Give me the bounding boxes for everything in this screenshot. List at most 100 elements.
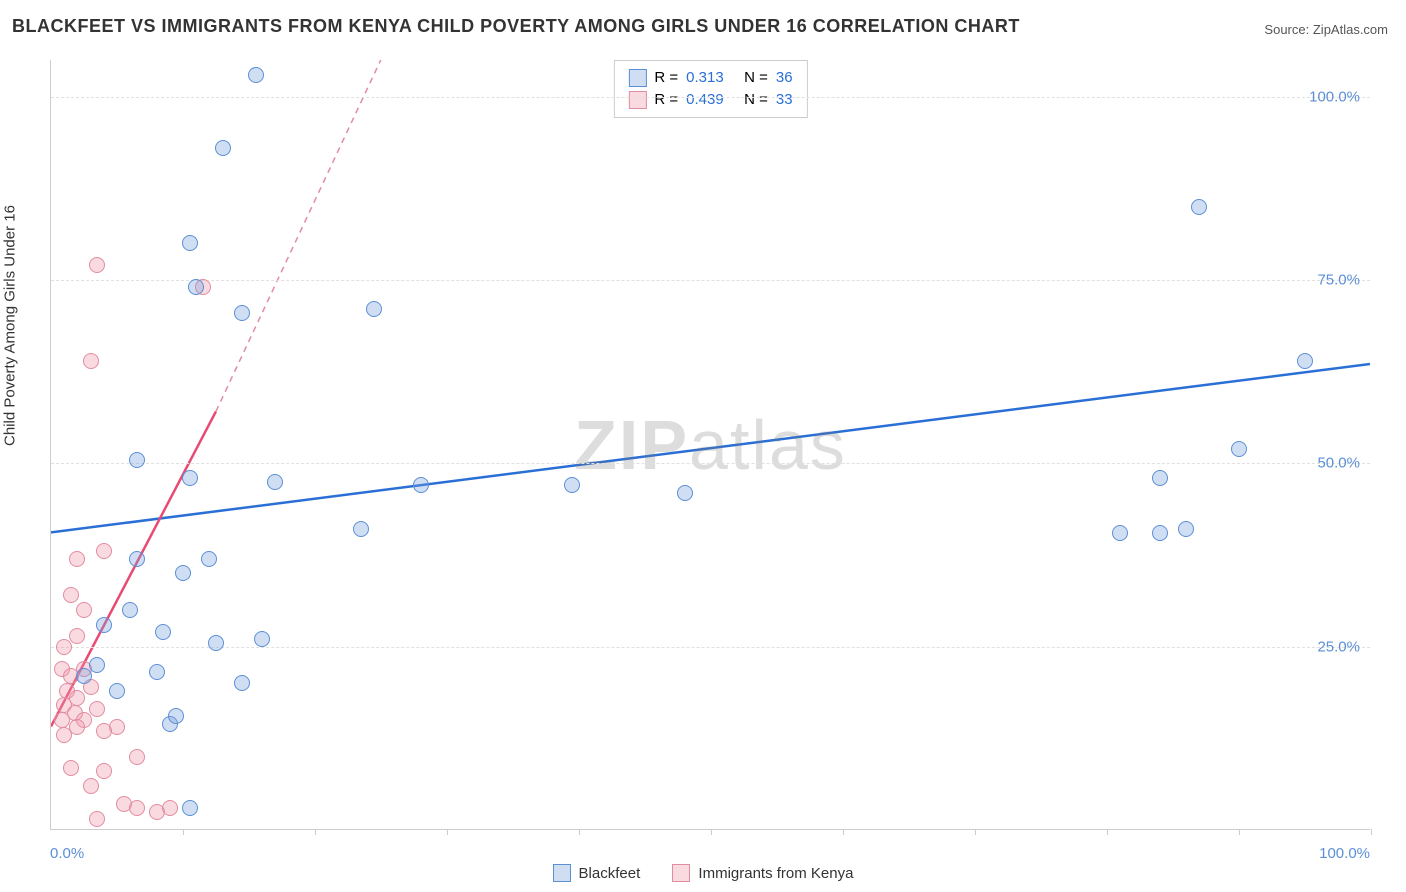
data-point-blackfeet xyxy=(96,617,112,633)
swatch-blackfeet xyxy=(628,69,646,87)
data-point-kenya xyxy=(83,778,99,794)
x-tick xyxy=(183,829,184,835)
data-point-blackfeet xyxy=(1231,441,1247,457)
data-point-blackfeet xyxy=(182,470,198,486)
chart-title: BLACKFEET VS IMMIGRANTS FROM KENYA CHILD… xyxy=(12,16,1020,37)
data-point-blackfeet xyxy=(1152,525,1168,541)
y-tick-label: 100.0% xyxy=(1309,88,1360,105)
data-point-blackfeet xyxy=(129,551,145,567)
data-point-kenya xyxy=(56,639,72,655)
watermark: ZIPatlas xyxy=(574,405,847,485)
x-tick xyxy=(843,829,844,835)
data-point-kenya xyxy=(96,763,112,779)
swatch-kenya xyxy=(628,91,646,109)
plot-area: ZIPatlas R = 0.313 N = 36 R = 0.439 N = … xyxy=(50,60,1370,830)
x-tick xyxy=(1239,829,1240,835)
data-point-blackfeet xyxy=(677,485,693,501)
data-point-blackfeet xyxy=(109,683,125,699)
r-value-kenya: 0.439 xyxy=(686,89,736,111)
data-point-kenya xyxy=(63,587,79,603)
data-point-blackfeet xyxy=(182,235,198,251)
data-point-kenya xyxy=(63,760,79,776)
x-tick xyxy=(315,829,316,835)
n-label: N = xyxy=(744,89,768,111)
data-point-blackfeet xyxy=(564,477,580,493)
data-point-kenya xyxy=(129,749,145,765)
data-point-blackfeet xyxy=(234,305,250,321)
data-point-blackfeet xyxy=(1152,470,1168,486)
legend-item-kenya: Immigrants from Kenya xyxy=(672,864,853,882)
series-legend: Blackfeet Immigrants from Kenya xyxy=(0,864,1406,886)
data-point-blackfeet xyxy=(215,140,231,156)
source-label: Source: ZipAtlas.com xyxy=(1264,22,1388,37)
data-point-blackfeet xyxy=(175,565,191,581)
gridline xyxy=(51,280,1370,281)
data-point-kenya xyxy=(69,551,85,567)
x-tick xyxy=(579,829,580,835)
x-tick xyxy=(1107,829,1108,835)
x-tick xyxy=(1371,829,1372,835)
x-tick xyxy=(975,829,976,835)
x-tick-min: 0.0% xyxy=(50,845,84,862)
n-value-kenya: 33 xyxy=(776,89,793,111)
data-point-blackfeet xyxy=(234,675,250,691)
data-point-kenya xyxy=(83,353,99,369)
legend-label-blackfeet: Blackfeet xyxy=(579,865,641,882)
y-tick-label: 75.0% xyxy=(1317,272,1360,289)
x-tick xyxy=(711,829,712,835)
x-tick xyxy=(447,829,448,835)
data-point-blackfeet xyxy=(201,551,217,567)
data-point-blackfeet xyxy=(413,477,429,493)
data-point-kenya xyxy=(69,628,85,644)
data-point-kenya xyxy=(69,719,85,735)
data-point-blackfeet xyxy=(168,708,184,724)
data-point-kenya xyxy=(89,257,105,273)
data-point-blackfeet xyxy=(366,301,382,317)
data-point-kenya xyxy=(89,811,105,827)
source-name: ZipAtlas.com xyxy=(1313,22,1388,37)
data-point-blackfeet xyxy=(122,602,138,618)
data-point-blackfeet xyxy=(208,635,224,651)
data-point-blackfeet xyxy=(1178,521,1194,537)
data-point-blackfeet xyxy=(248,67,264,83)
data-point-kenya xyxy=(54,712,70,728)
data-point-blackfeet xyxy=(353,521,369,537)
watermark-bold: ZIP xyxy=(574,406,689,484)
data-point-blackfeet xyxy=(149,664,165,680)
data-point-kenya xyxy=(109,719,125,735)
data-point-blackfeet xyxy=(1297,353,1313,369)
n-label: N = xyxy=(744,67,768,89)
y-tick-label: 50.0% xyxy=(1317,455,1360,472)
r-label: R = xyxy=(654,67,678,89)
data-point-blackfeet xyxy=(129,452,145,468)
gridline xyxy=(51,647,1370,648)
gridline xyxy=(51,463,1370,464)
gridline xyxy=(51,97,1370,98)
legend-label-kenya: Immigrants from Kenya xyxy=(698,865,853,882)
data-point-blackfeet xyxy=(89,657,105,673)
swatch-blackfeet-bottom xyxy=(553,864,571,882)
x-tick-max: 100.0% xyxy=(1319,845,1370,862)
data-point-kenya xyxy=(76,602,92,618)
data-point-kenya xyxy=(129,800,145,816)
data-point-blackfeet xyxy=(267,474,283,490)
data-point-kenya xyxy=(162,800,178,816)
data-point-blackfeet xyxy=(155,624,171,640)
data-point-blackfeet xyxy=(1112,525,1128,541)
legend-row-blackfeet: R = 0.313 N = 36 xyxy=(628,67,792,89)
correlation-legend: R = 0.313 N = 36 R = 0.439 N = 33 xyxy=(613,60,807,118)
y-tick-label: 25.0% xyxy=(1317,638,1360,655)
watermark-rest: atlas xyxy=(689,406,847,484)
data-point-kenya xyxy=(89,701,105,717)
data-point-blackfeet xyxy=(254,631,270,647)
n-value-blackfeet: 36 xyxy=(776,67,793,89)
swatch-kenya-bottom xyxy=(672,864,690,882)
data-point-kenya xyxy=(96,543,112,559)
r-value-blackfeet: 0.313 xyxy=(686,67,736,89)
data-point-blackfeet xyxy=(1191,199,1207,215)
r-label: R = xyxy=(654,89,678,111)
data-point-blackfeet xyxy=(188,279,204,295)
legend-row-kenya: R = 0.439 N = 33 xyxy=(628,89,792,111)
data-point-blackfeet xyxy=(182,800,198,816)
data-point-blackfeet xyxy=(76,668,92,684)
